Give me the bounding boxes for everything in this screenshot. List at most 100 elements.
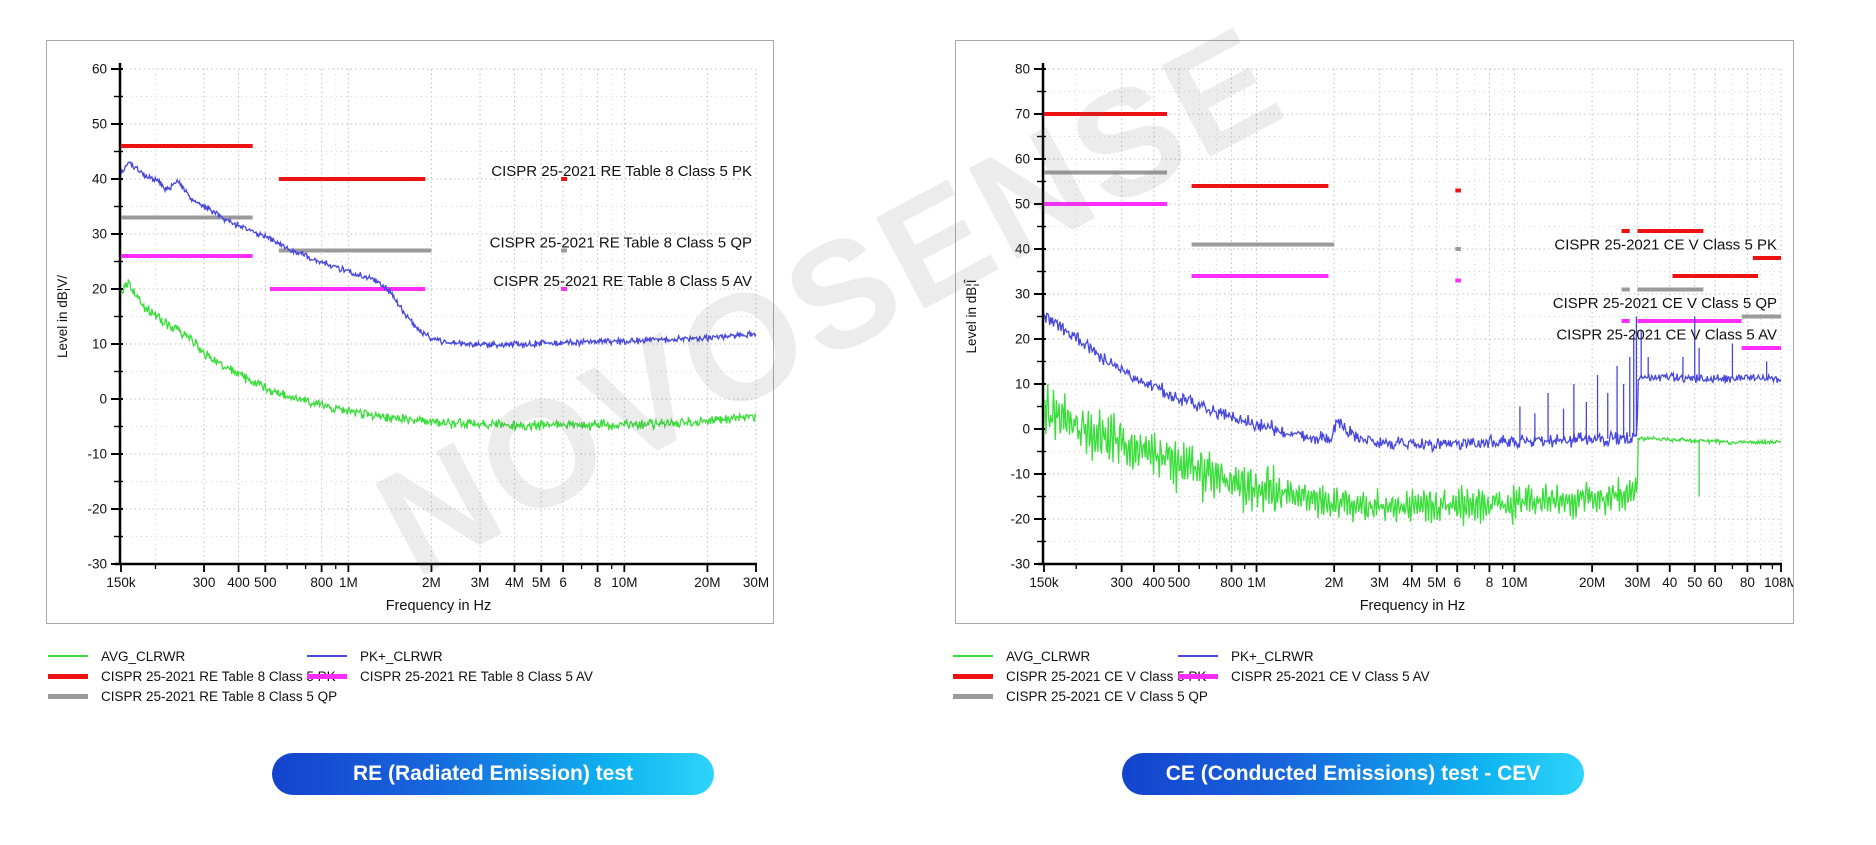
y-tick-label: -30 [1010, 557, 1030, 572]
y-tick-label: 40 [92, 172, 107, 187]
x-tick-label: 800 [1220, 575, 1243, 590]
y-tick-label: 10 [1015, 377, 1030, 392]
legend-label: PK+_CLRWR [360, 648, 443, 664]
legend-label: AVG_CLRWR [1006, 648, 1091, 664]
limit-annotation: CISPR 25-2021 RE Table 8 Class 5 AV [493, 273, 752, 290]
y-tick-label: -20 [1010, 512, 1030, 527]
x-tick-label: 300 [193, 575, 216, 590]
legend-swatch [48, 693, 88, 699]
y-axis-title: Level in dB¦V/ [55, 275, 70, 358]
x-tick-label: 400 [227, 575, 250, 590]
trace-avg-clrwr [1044, 383, 1781, 527]
trace-avg-clrwr [121, 278, 756, 433]
legend-label: PK+_CLRWR [1231, 648, 1314, 664]
x-tick-label: 4M [505, 575, 524, 590]
limit-annotation: CISPR 25-2021 RE Table 8 Class 5 QP [490, 234, 752, 251]
legend-swatch [307, 673, 347, 679]
legend-item: PK+_CLRWR [307, 646, 593, 666]
y-tick-label: -10 [87, 447, 107, 462]
limit-lines [121, 144, 568, 291]
legend-label: CISPR 25-2021 CE V Class 5 QP [1006, 688, 1208, 704]
traces [121, 160, 756, 433]
legend-item: CISPR 25-2021 CE V Class 5 PK [953, 666, 1208, 686]
x-tick-label: 300 [1110, 575, 1133, 590]
re-test-caption: RE (Radiated Emission) test [272, 753, 714, 795]
y-tick-label: 0 [99, 392, 107, 407]
x-axis-title: Frequency in Hz [1360, 598, 1466, 614]
y-axis-title: Level in dB¦Î [964, 278, 979, 353]
x-tick-label: 6 [559, 575, 567, 590]
x-tick-label: 2M [1325, 575, 1344, 590]
y-tick-label: 20 [92, 282, 107, 297]
x-tick-label: 150k [106, 575, 136, 590]
x-tick-label: 1M [1247, 575, 1266, 590]
y-tick-label: 20 [1015, 332, 1030, 347]
x-tick-label: 30M [743, 575, 769, 590]
y-tick-label: 50 [1015, 197, 1030, 212]
legend-swatch [307, 655, 347, 657]
legend-swatch [1178, 673, 1218, 679]
legend-label: CISPR 25-2021 RE Table 8 Class 5 AV [360, 668, 593, 684]
traces [1044, 312, 1781, 527]
legend-item: CISPR 25-2021 RE Table 8 Class 5 PK [48, 666, 337, 686]
limit-annotation: CISPR 25-2021 CE V Class 5 AV [1556, 327, 1777, 344]
re-chart: -30 -20 -10 0 10 20 30 40 50 60 150k 300 400 500 800 1M… [55, 62, 769, 615]
legend-label: AVG_CLRWR [101, 648, 186, 664]
y-tick-label: 80 [1015, 62, 1030, 77]
y-tick-label: -20 [87, 502, 107, 517]
legend-item: CISPR 25-2021 CE V Class 5 AV [1178, 666, 1430, 686]
y-tick-label: 30 [1015, 287, 1030, 302]
legend-swatch [953, 693, 993, 699]
limit-annotation: CISPR 25-2021 CE V Class 5 PK [1554, 237, 1777, 254]
x-tick-label: 800 [310, 575, 333, 590]
x-tick-label: 500 [1168, 575, 1191, 590]
x-tick-label: 5M [1427, 575, 1446, 590]
re-legend-col2: PK+_CLRWR CISPR 25-2021 RE Table 8 Class … [307, 646, 593, 686]
y-tick-label: -10 [1010, 467, 1030, 482]
y-tick-label: 40 [1015, 242, 1030, 257]
trace-pk-clrwr [1044, 312, 1781, 454]
axes: -30 -20 -10 0 10 20 30 40 50 60 70 80 150k 300 400 500 8… [964, 62, 1793, 615]
x-tick-label: 500 [254, 575, 277, 590]
trace-pk-clrwr [121, 160, 756, 350]
ce-legend-col1: AVG_CLRWR CISPR 25-2021 CE V Class 5 PK CI… [953, 646, 1208, 706]
re-chart-panel: -30 -20 -10 0 10 20 30 40 50 60 150k 300 400 500 800 1M… [46, 40, 774, 624]
x-tick-label: 10M [611, 575, 637, 590]
legend-item: AVG_CLRWR [48, 646, 337, 666]
y-tick-label: -30 [87, 557, 107, 572]
x-tick-label: 2M [422, 575, 441, 590]
x-tick-label: 30M [1624, 575, 1650, 590]
y-tick-label: 10 [92, 337, 107, 352]
legend-label: CISPR 25-2021 CE V Class 5 PK [1006, 668, 1207, 684]
x-tick-label: 8 [594, 575, 602, 590]
x-tick-label: 50 [1687, 575, 1702, 590]
ce-chart-panel: -30 -20 -10 0 10 20 30 40 50 60 70 80 150k 300 400 500 8… [955, 40, 1794, 624]
legend-swatch [48, 655, 88, 657]
x-tick-label: 20M [1579, 575, 1605, 590]
x-tick-label: 5M [532, 575, 551, 590]
legend-label: CISPR 25-2021 RE Table 8 Class 5 PK [101, 668, 336, 684]
legend-item: CISPR 25-2021 CE V Class 5 QP [953, 686, 1208, 706]
legend-swatch [953, 655, 993, 657]
legend-swatch [1178, 655, 1218, 657]
axes: -30 -20 -10 0 10 20 30 40 50 60 150k 300 400 500 800 1M… [55, 62, 769, 615]
x-tick-label: 3M [471, 575, 490, 590]
limit-annotation: CISPR 25-2021 RE Table 8 Class 5 PK [491, 163, 752, 180]
y-tick-label: 70 [1015, 107, 1030, 122]
x-tick-label: 60 [1708, 575, 1723, 590]
y-tick-label: 60 [1015, 152, 1030, 167]
legend-label: CISPR 25-2021 CE V Class 5 AV [1231, 668, 1430, 684]
x-tick-label: 4M [1402, 575, 1421, 590]
y-tick-label: 50 [92, 117, 107, 132]
grid [120, 68, 757, 564]
y-tick-label: 30 [92, 227, 107, 242]
x-tick-label: 1M [339, 575, 358, 590]
legend-item: CISPR 25-2021 RE Table 8 Class 5 QP [48, 686, 337, 706]
x-tick-label: 40 [1662, 575, 1677, 590]
limit-lines [1044, 112, 1781, 350]
legend-item: PK+_CLRWR [1178, 646, 1430, 666]
limit-annotation: CISPR 25-2021 CE V Class 5 QP [1553, 295, 1777, 312]
legend-label: CISPR 25-2021 RE Table 8 Class 5 QP [101, 688, 338, 704]
x-tick-label: 80 [1740, 575, 1755, 590]
